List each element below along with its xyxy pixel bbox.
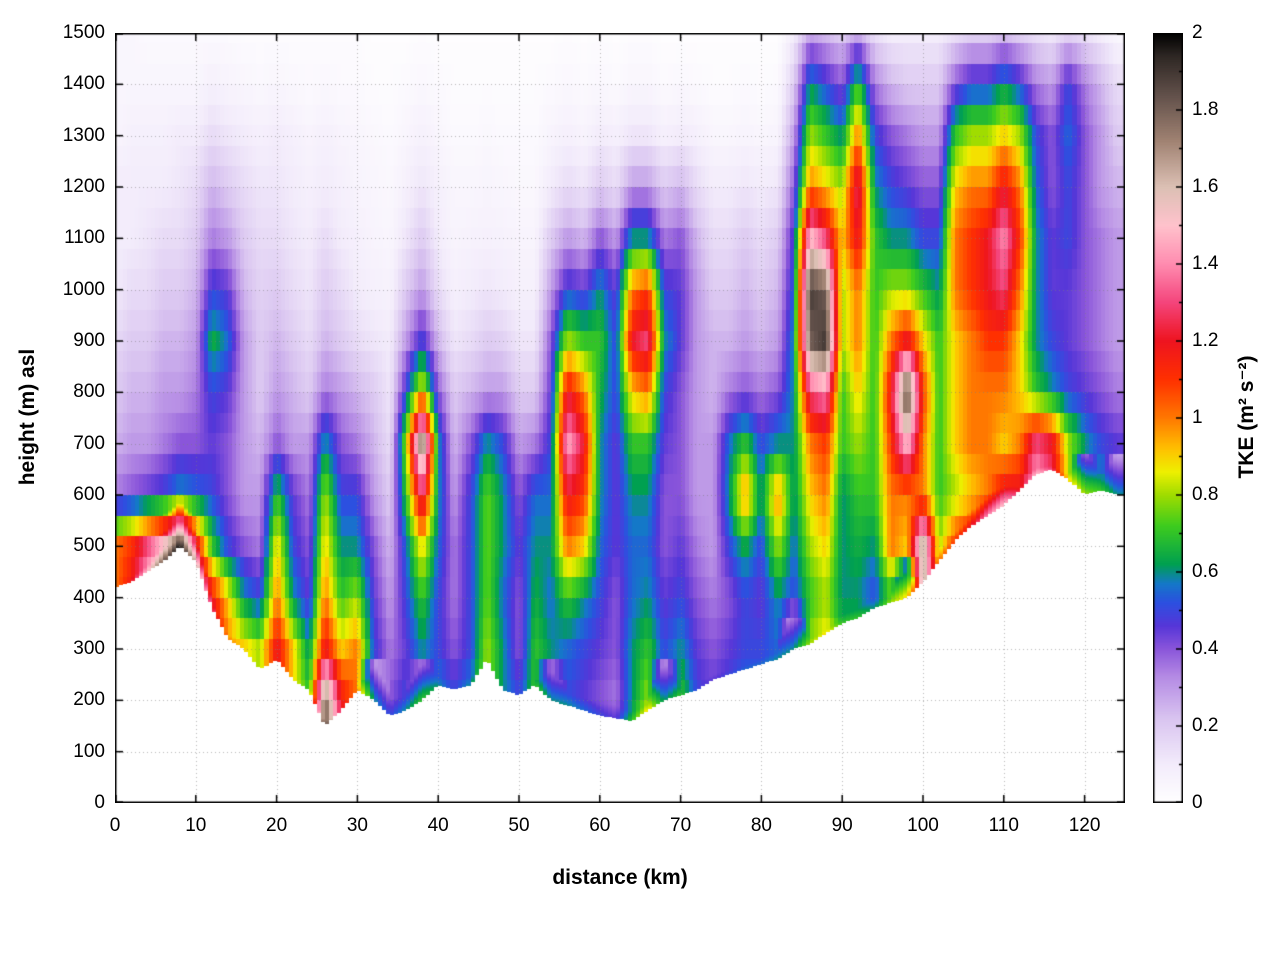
- x-tick-label: 30: [346, 815, 368, 836]
- colorbar-tick-label: 1.2: [1192, 330, 1219, 351]
- y-tick-label: 400: [73, 586, 105, 608]
- colorbar-tick-label: 1.8: [1192, 99, 1219, 120]
- colorbar-canvas: [1153, 33, 1183, 803]
- y-tick-label: 500: [73, 535, 105, 557]
- colorbar-tick-label: 2: [1192, 22, 1203, 43]
- y-tick-label: 800: [73, 381, 105, 403]
- y-tick-label: 1400: [62, 73, 105, 95]
- colorbar-tick-label: 1.6: [1192, 176, 1219, 197]
- x-tick-label: 90: [831, 815, 853, 836]
- y-tick-label: 1500: [62, 22, 105, 43]
- x-tick-label: 70: [670, 815, 692, 836]
- x-axis-label: distance (km): [552, 866, 688, 889]
- y-tick-label: 1000: [62, 278, 105, 300]
- y-tick-label: 200: [73, 689, 105, 711]
- x-tick-label: 110: [988, 815, 1019, 836]
- y-tick-label: 1100: [64, 227, 105, 249]
- y-tick-label: 1300: [62, 124, 105, 146]
- x-tick-label: 120: [1068, 815, 1101, 836]
- y-tick-label: 900: [73, 330, 105, 351]
- x-tick-label: 80: [750, 815, 772, 836]
- x-tick-label: 10: [185, 815, 207, 836]
- y-tick-label: 100: [73, 740, 105, 762]
- x-tick-label: 40: [427, 815, 449, 836]
- colorbar-tick-label: 0.2: [1192, 715, 1219, 736]
- x-tick-label: 0: [109, 815, 121, 836]
- colorbar-tick-label: 1: [1192, 407, 1203, 428]
- y-tick-label: 600: [73, 484, 105, 505]
- colorbar-tick-label: 0: [1192, 792, 1203, 813]
- colorbar-label: TKE (m² s⁻²): [1235, 355, 1258, 479]
- colorbar-tick-label: 0.8: [1192, 484, 1219, 505]
- colorbar-tick-label: 1.4: [1192, 253, 1219, 274]
- x-tick-label: 60: [589, 815, 611, 836]
- x-tick-label: 20: [266, 815, 288, 836]
- y-tick-label: 1200: [62, 176, 105, 197]
- x-tick-label: 100: [907, 815, 939, 836]
- y-tick-label: 300: [73, 638, 105, 659]
- colorbar-tick-label: 0.6: [1192, 561, 1219, 582]
- x-tick-label: 50: [508, 815, 530, 836]
- y-axis-label: height (m) asl: [16, 348, 39, 486]
- y-tick-label: 700: [73, 432, 105, 454]
- heatmap-plot-canvas: [115, 33, 1125, 803]
- colorbar-tick-label: 0.4: [1192, 638, 1219, 659]
- y-tick-label: 0: [94, 792, 105, 813]
